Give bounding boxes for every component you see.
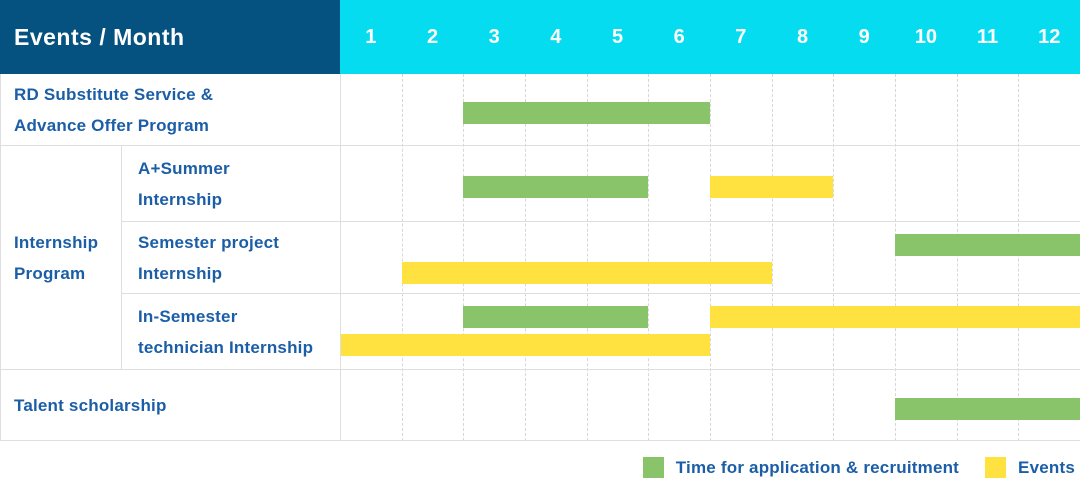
group-label-internship-program: Internship Program xyxy=(0,146,121,370)
chart-area xyxy=(340,74,1080,441)
month-gridline xyxy=(1018,74,1020,441)
header-corner-cell: Events / Month xyxy=(0,0,340,74)
page-title: Events / Month xyxy=(14,23,185,50)
row-label-line: Advance Offer Program xyxy=(14,116,210,135)
group-label-line: Internship xyxy=(14,233,99,252)
month-header-cell: 5 xyxy=(611,25,624,48)
sub-column-divider xyxy=(121,145,122,370)
month-gridline xyxy=(648,74,650,441)
row-label-line: In-Semester xyxy=(138,307,238,326)
month-gridline xyxy=(586,74,588,441)
gantt-bar-events xyxy=(710,176,834,198)
month-header-cell: 1 xyxy=(365,25,377,48)
gantt-bar-application xyxy=(463,102,710,124)
gantt-bar-events xyxy=(401,262,772,284)
legend-swatch-application-icon xyxy=(642,457,664,478)
row-label-talent-scholarship: Talent scholarship xyxy=(0,370,340,441)
table-left-border xyxy=(0,74,1,441)
row-separator xyxy=(0,369,1080,370)
month-gridline xyxy=(956,74,958,441)
row-label-a-plus-summer-internship: A+Summer Internship xyxy=(121,146,340,222)
month-gridline xyxy=(771,74,773,441)
row-label-line: Internship xyxy=(138,190,223,209)
month-gridline xyxy=(710,74,711,441)
row-label-line: technician Internship xyxy=(138,338,314,357)
gantt-bar-application xyxy=(895,398,1080,420)
month-header-cell: 9 xyxy=(858,25,870,48)
group-label-line: Program xyxy=(14,264,86,283)
month-header-cell: 4 xyxy=(550,25,562,48)
row-separator xyxy=(121,293,1080,294)
gantt-bar-application xyxy=(463,306,649,328)
row-separator xyxy=(121,221,1080,222)
month-header-cell: 6 xyxy=(673,25,685,48)
gantt-bar-events xyxy=(340,334,710,356)
gantt-bar-application xyxy=(895,234,1080,256)
month-gridline xyxy=(525,74,526,441)
row-label-line: RD Substitute Service & xyxy=(14,85,214,104)
month-header-cell: 12 xyxy=(1038,25,1061,48)
row-label-line: Semester project xyxy=(138,233,280,252)
row-label-in-semester-technician-internship: In-Semester technician Internship xyxy=(121,294,340,370)
legend-label-events: Events xyxy=(1018,457,1075,477)
row-label-line: Talent scholarship xyxy=(14,396,167,415)
legend-swatch-events-icon xyxy=(985,457,1007,478)
row-separator xyxy=(0,145,1080,146)
gantt-bar-application xyxy=(463,176,649,198)
month-gridline xyxy=(833,74,835,441)
month-header-cell: 11 xyxy=(976,25,999,48)
table-bottom-border xyxy=(0,440,1080,441)
month-header-cell: 8 xyxy=(796,25,809,48)
label-chart-divider xyxy=(340,74,341,441)
month-header-cell: 2 xyxy=(426,25,439,48)
legend: Time for application & recruitment Event… xyxy=(642,457,1075,478)
month-header-cell: 3 xyxy=(488,25,500,48)
month-header-row: 1 2 3 4 5 6 7 8 9 10 11 12 xyxy=(340,0,1080,74)
month-header-cell: 10 xyxy=(914,25,937,48)
month-gridline xyxy=(463,74,465,441)
month-gridline xyxy=(895,74,896,441)
month-gridline xyxy=(401,74,403,441)
legend-label-application: Time for application & recruitment xyxy=(675,457,960,477)
row-label-line: A+Summer xyxy=(138,159,230,178)
row-label-line: Internship xyxy=(138,264,223,283)
row-label-rd-substitute-service: RD Substitute Service & Advance Offer Pr… xyxy=(0,74,340,146)
month-header-cell: 7 xyxy=(735,25,747,48)
gantt-bar-events xyxy=(710,306,1080,328)
row-label-semester-project-internship: Semester project Internship xyxy=(121,222,340,294)
